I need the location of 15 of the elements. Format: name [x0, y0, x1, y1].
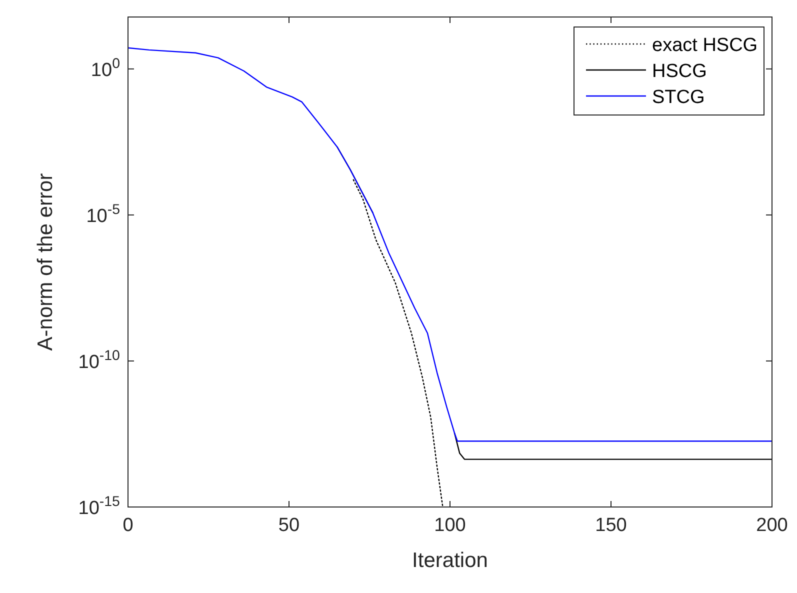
x-tick-label: 0 [122, 515, 134, 536]
y-tick-label: 10$^{0}$ [90, 56, 120, 81]
x-tick-label: 200 [756, 515, 788, 536]
x-tick-label: 150 [595, 515, 627, 536]
y-tick-label: 10$^{-5}$ [86, 202, 120, 227]
legend-label: exact HSCG [652, 35, 758, 56]
legend-label: STCG [652, 87, 705, 108]
line-series [352, 179, 444, 506]
y-tick-label: 10$^{-15}$ [78, 494, 120, 519]
y-tick-label: 10$^{-10}$ [78, 348, 120, 373]
legend-label: HSCG [652, 61, 707, 82]
x-tick-label: 50 [278, 515, 300, 536]
x-axis-title: Iteration [412, 549, 488, 572]
y-axis-title: A-norm of the error [34, 173, 57, 351]
x-tick-label: 100 [434, 515, 466, 536]
